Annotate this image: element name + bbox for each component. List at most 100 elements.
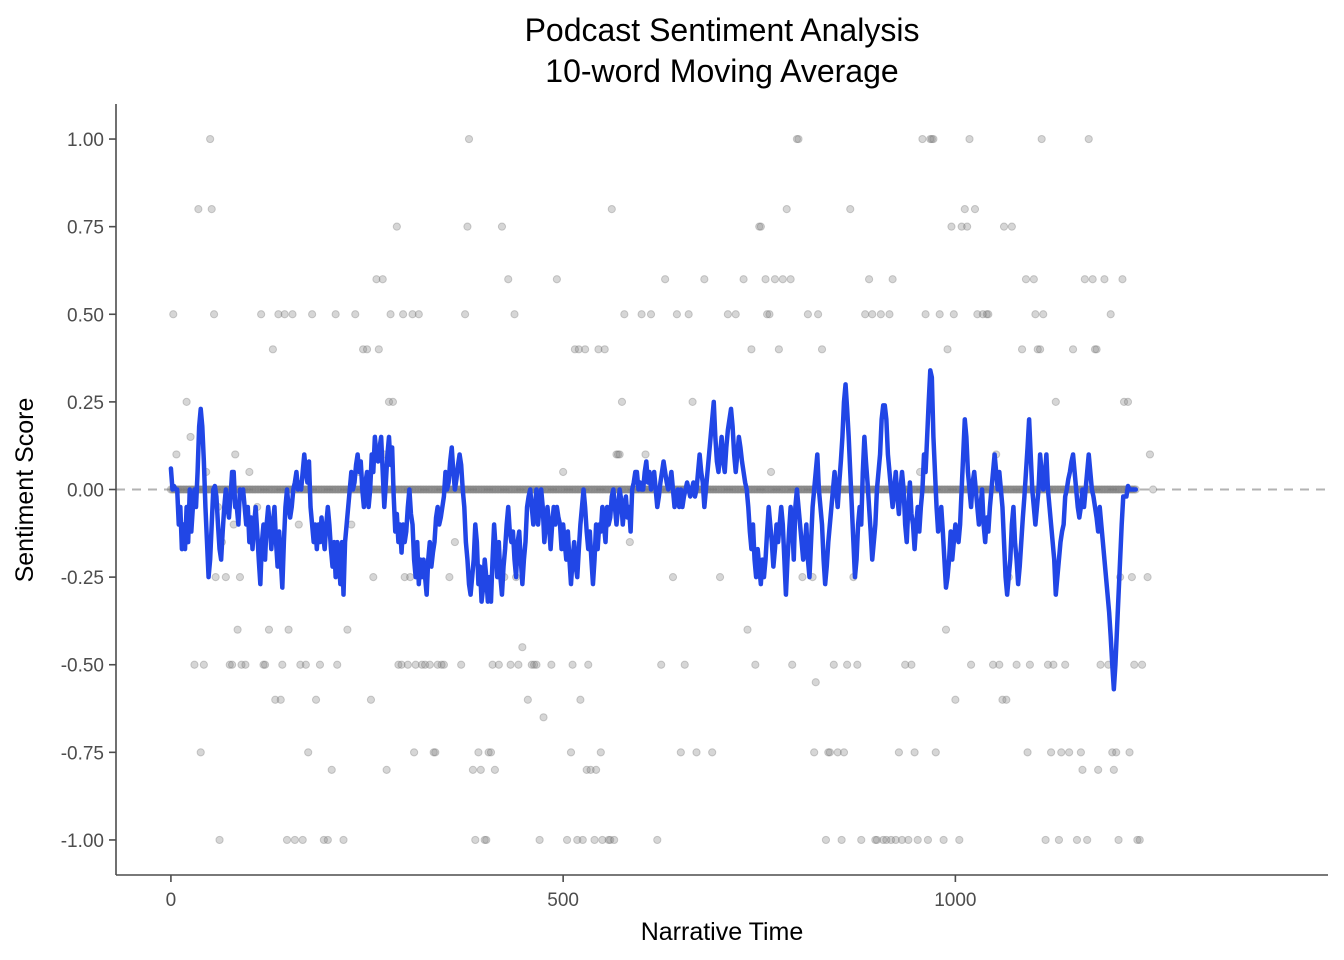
sentiment-point: [708, 485, 717, 494]
sentiment-point: [882, 835, 891, 845]
sentiment-point: [560, 485, 569, 494]
sentiment-point: [1007, 485, 1016, 494]
sentiment-point: [621, 485, 631, 494]
sentiment-point: [296, 660, 305, 669]
sentiment-point: [474, 748, 483, 757]
sentiment-point: [439, 660, 449, 669]
sentiment-point: [1094, 485, 1103, 494]
sentiment-point: [469, 485, 478, 494]
sentiment-point: [782, 205, 791, 214]
sentiment-point: [1100, 485, 1109, 494]
sentiment-point: [559, 467, 568, 477]
sentiment-point: [800, 485, 809, 494]
sentiment-point: [471, 485, 480, 494]
sentiment-point: [982, 310, 991, 319]
sentiment-point: [750, 485, 759, 494]
sentiment-point: [582, 765, 591, 774]
sentiment-point: [885, 310, 894, 319]
sentiment-point: [783, 485, 792, 494]
sentiment-point: [680, 660, 689, 669]
sentiment-point: [311, 695, 321, 704]
sentiment-point: [995, 660, 1004, 669]
sentiment-point: [249, 485, 259, 494]
sentiment-point: [422, 485, 431, 494]
sentiment-point: [491, 485, 500, 494]
sentiment-point: [483, 485, 492, 494]
sentiment-point: [927, 134, 936, 144]
sentiment-point: [1014, 485, 1023, 494]
sentiment-point: [274, 310, 283, 319]
sentiment-point: [653, 835, 662, 845]
sentiment-point: [1065, 748, 1074, 757]
sentiment-point: [765, 310, 774, 319]
sentiment-point: [480, 485, 489, 494]
sentiment-point: [248, 485, 257, 494]
sentiment-point: [886, 835, 896, 845]
sentiment-point: [988, 660, 998, 669]
sentiment-point: [946, 485, 955, 494]
sentiment-point: [394, 660, 403, 669]
sentiment-point: [304, 748, 313, 757]
sentiment-point: [998, 695, 1007, 704]
sentiment-point: [1006, 485, 1015, 494]
sentiment-point: [494, 660, 503, 669]
sentiment-point: [241, 660, 250, 669]
sentiment-point: [949, 310, 958, 319]
sentiment-point: [406, 573, 415, 582]
sentiment-point: [700, 275, 709, 284]
sentiment-point: [488, 660, 497, 669]
sentiment-point: [715, 485, 725, 494]
sentiment-point: [770, 485, 780, 494]
sentiment-point: [714, 485, 723, 494]
sentiment-point: [951, 485, 960, 494]
sentiment-point: [596, 485, 605, 494]
sentiment-point: [276, 485, 285, 494]
sentiment-point: [1072, 835, 1082, 845]
sentiment-point: [523, 695, 532, 704]
sentiment-point: [1108, 748, 1117, 757]
sentiment-point: [719, 485, 728, 494]
sentiment-point: [308, 310, 317, 319]
sentiment-point: [759, 485, 769, 494]
sentiment-point: [587, 485, 596, 494]
sentiment-point: [315, 485, 325, 494]
sentiment-point: [464, 485, 474, 494]
y-tick-label: -1.00: [61, 831, 104, 852]
sentiment-point: [1050, 485, 1059, 494]
sentiment-point: [857, 835, 866, 845]
sentiment-point: [734, 485, 743, 494]
sentiment-point: [814, 310, 823, 319]
sentiment-point: [314, 485, 323, 494]
sentiment-point: [369, 573, 378, 582]
sentiment-point: [868, 310, 877, 319]
sentiment-point: [1025, 660, 1035, 669]
sentiment-point: [594, 345, 603, 354]
sentiment-point: [910, 748, 919, 757]
sentiment-point: [336, 485, 345, 494]
sentiment-point: [322, 485, 331, 494]
sentiment-point: [259, 485, 268, 494]
sentiment-point: [547, 660, 556, 669]
sentiment-point: [194, 205, 203, 214]
sentiment-point: [1057, 748, 1066, 757]
sentiment-point: [494, 485, 503, 494]
sentiment-point: [615, 450, 624, 459]
sentiment-point: [284, 625, 293, 634]
sentiment-point: [907, 660, 916, 669]
sentiment-point: [1004, 485, 1013, 494]
sentiment-point: [543, 485, 552, 494]
sentiment-point: [460, 310, 470, 319]
sentiment-point: [751, 660, 760, 669]
sentiment-point: [730, 485, 739, 494]
sentiment-point: [773, 485, 783, 494]
sentiment-point: [551, 485, 560, 494]
sentiment-point: [464, 134, 474, 144]
sentiment-point: [1114, 835, 1123, 845]
sentiment-point: [891, 835, 900, 845]
sentiment-point: [479, 485, 488, 494]
sentiment-point: [366, 695, 376, 704]
sentiment-point: [708, 748, 717, 757]
sentiment-point: [475, 485, 485, 494]
sentiment-point: [437, 660, 446, 669]
sentiment-point: [504, 275, 513, 284]
